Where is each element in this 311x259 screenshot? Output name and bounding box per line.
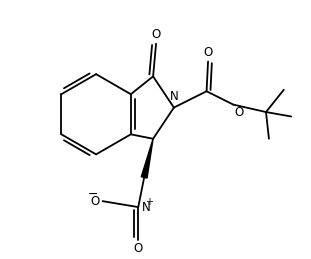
Text: O: O xyxy=(151,28,161,41)
Text: O: O xyxy=(91,195,100,208)
Text: −: − xyxy=(88,188,98,201)
Text: O: O xyxy=(203,46,213,59)
Text: O: O xyxy=(134,242,143,255)
Text: N: N xyxy=(170,90,179,103)
Text: N: N xyxy=(142,200,151,214)
Text: O: O xyxy=(235,106,244,119)
Text: +: + xyxy=(145,197,153,207)
Polygon shape xyxy=(141,139,153,178)
